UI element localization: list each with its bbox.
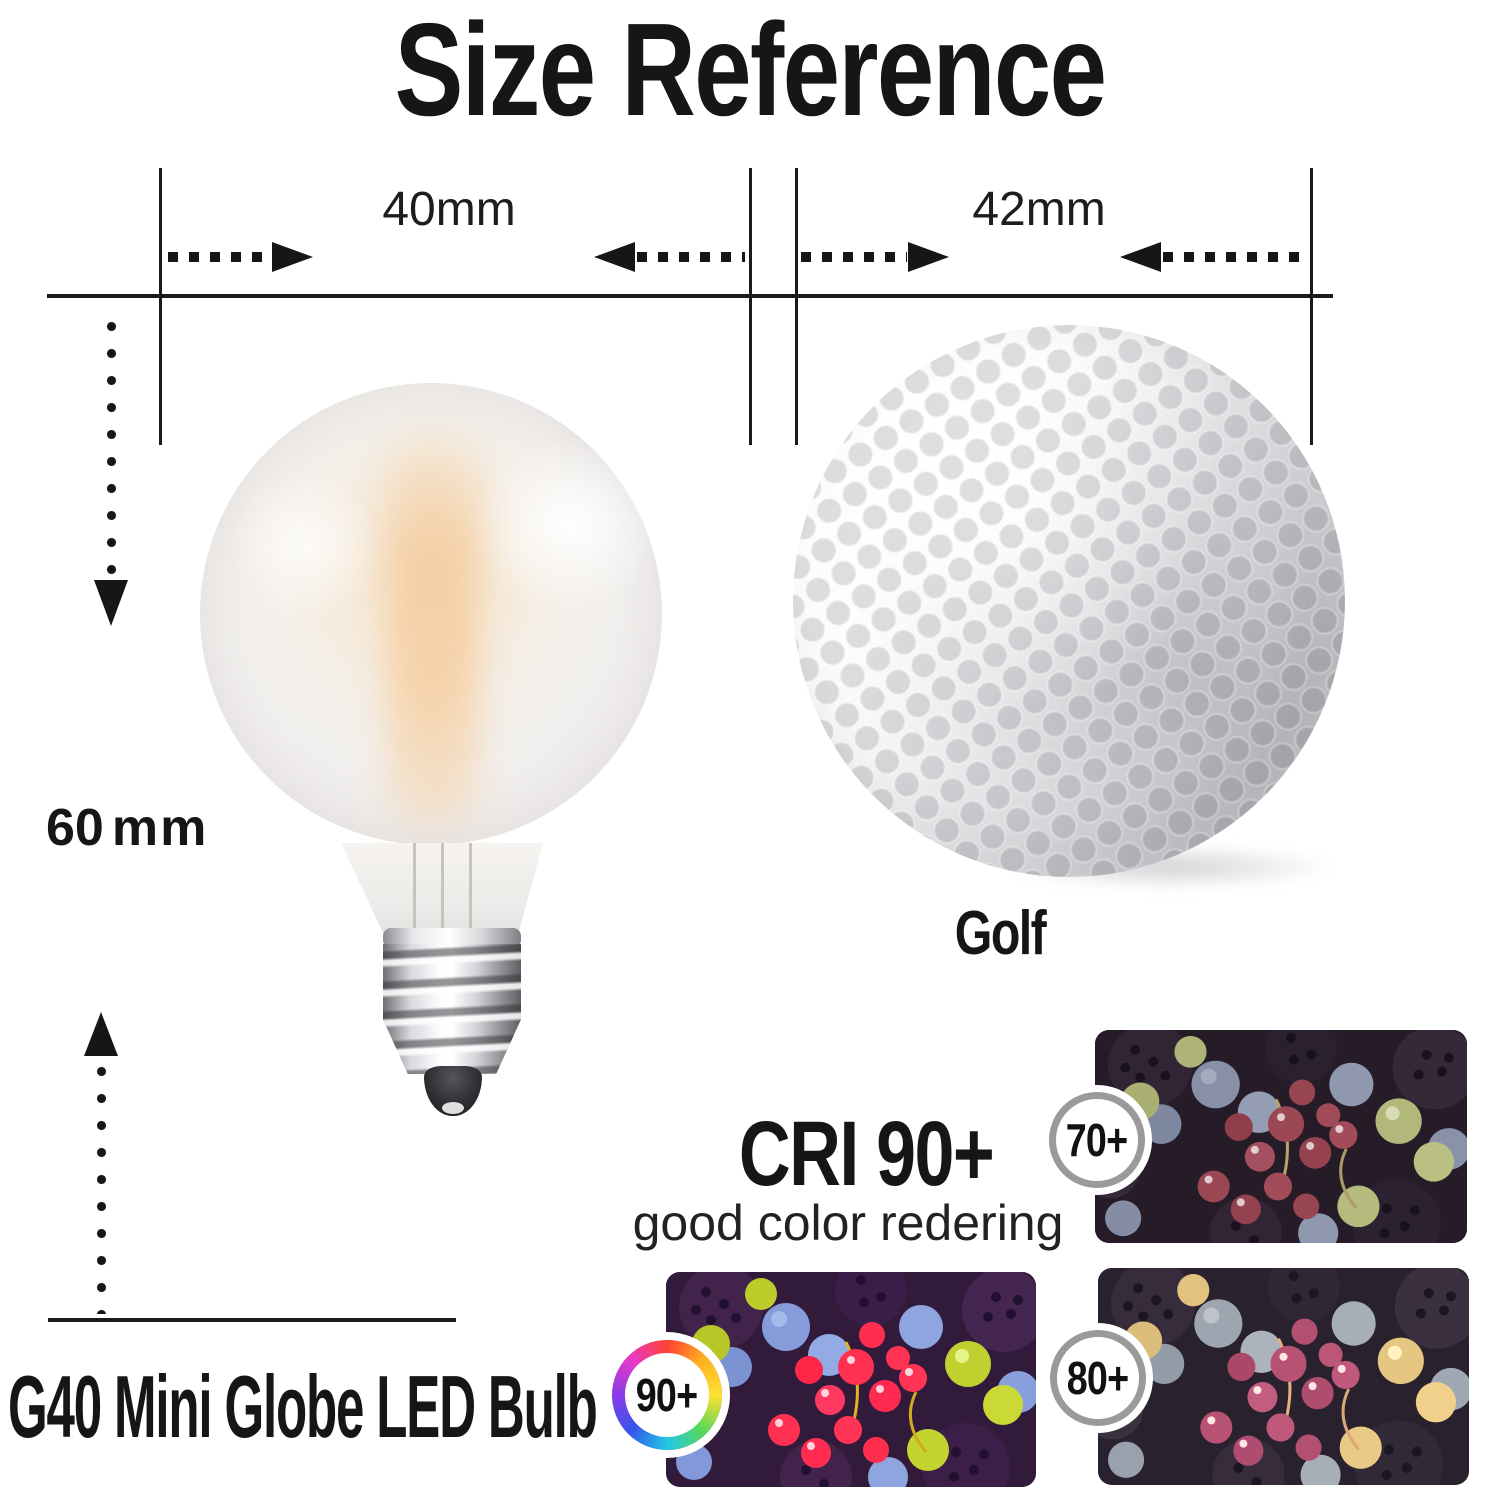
golf-caption-text: Golf bbox=[954, 899, 1047, 968]
bulb-screw-base bbox=[383, 944, 521, 1074]
product-caption: G40 Mini Globe LED Bulb bbox=[8, 1356, 1023, 1458]
dimension-label-bulb-height: 60 mm bbox=[46, 798, 208, 858]
tick-bulb-left bbox=[159, 168, 162, 445]
dotted-line-60mm-bottom bbox=[96, 1058, 107, 1314]
arrow-up-icon bbox=[84, 1012, 118, 1056]
bulb-height-value: 60 bbox=[46, 799, 104, 857]
filament-wire bbox=[441, 843, 444, 935]
cri-heading: CRI 90+ bbox=[703, 1102, 1029, 1207]
dotted-line-60mm-top bbox=[106, 313, 117, 577]
ruler-line-horizontal bbox=[47, 294, 1333, 298]
cri-heading-text: CRI 90+ bbox=[738, 1103, 995, 1205]
page-title-text: Size Reference bbox=[394, 0, 1107, 143]
page-title: Size Reference bbox=[294, 4, 1205, 136]
baseline-tick-bulb-bottom bbox=[48, 1318, 456, 1322]
cri-badge-80: 80+ bbox=[1050, 1330, 1146, 1426]
golf-ball-illustration bbox=[793, 325, 1345, 877]
arrow-right-icon bbox=[272, 242, 313, 272]
bulb-base-collar bbox=[383, 928, 521, 948]
bulb-glass-highlight bbox=[230, 470, 380, 620]
tick-ball-right bbox=[1310, 168, 1313, 445]
cri-badge-90-label: 90+ bbox=[636, 1369, 698, 1421]
filament-wire bbox=[413, 843, 416, 935]
filament-wire bbox=[469, 843, 472, 935]
bulb-base-tip bbox=[424, 1066, 482, 1116]
dotted-line-42mm-left bbox=[801, 252, 907, 262]
cri-badge-80-label: 80+ bbox=[1067, 1352, 1129, 1404]
bulb-filament-glow bbox=[388, 432, 478, 832]
tick-bulb-right bbox=[749, 168, 752, 445]
golf-caption: Golf bbox=[942, 898, 1058, 969]
cri-subheading: good color redering bbox=[632, 1195, 1064, 1251]
dotted-line-40mm-right bbox=[637, 252, 745, 262]
golf-ball-dimples bbox=[793, 325, 1345, 877]
berry-photo-cri80 bbox=[1098, 1268, 1469, 1485]
berry-photo-cri90 bbox=[666, 1272, 1036, 1487]
bulb-glass-highlight bbox=[470, 440, 670, 610]
product-caption-text: G40 Mini Globe LED Bulb bbox=[8, 1357, 598, 1456]
arrow-left-icon bbox=[594, 242, 635, 272]
dotted-line-42mm-right bbox=[1163, 252, 1306, 262]
berry-photo-cri70 bbox=[1095, 1030, 1467, 1243]
dimension-label-ball-width: 42mm bbox=[972, 183, 1106, 236]
dotted-line-40mm-left bbox=[168, 252, 272, 262]
dimension-label-bulb-width: 40mm bbox=[382, 183, 516, 236]
bulb-neck bbox=[341, 843, 543, 935]
cri-badge-90: 90+ bbox=[612, 1340, 722, 1450]
cri-badge-70-label: 70+ bbox=[1066, 1114, 1128, 1166]
arrow-left-icon bbox=[1120, 242, 1161, 272]
arrow-down-icon bbox=[94, 580, 128, 626]
cri-badge-70: 70+ bbox=[1049, 1092, 1145, 1188]
arrow-right-icon bbox=[908, 242, 949, 272]
bulb-height-unit: mm bbox=[111, 799, 209, 857]
tick-ball-left bbox=[795, 168, 798, 445]
